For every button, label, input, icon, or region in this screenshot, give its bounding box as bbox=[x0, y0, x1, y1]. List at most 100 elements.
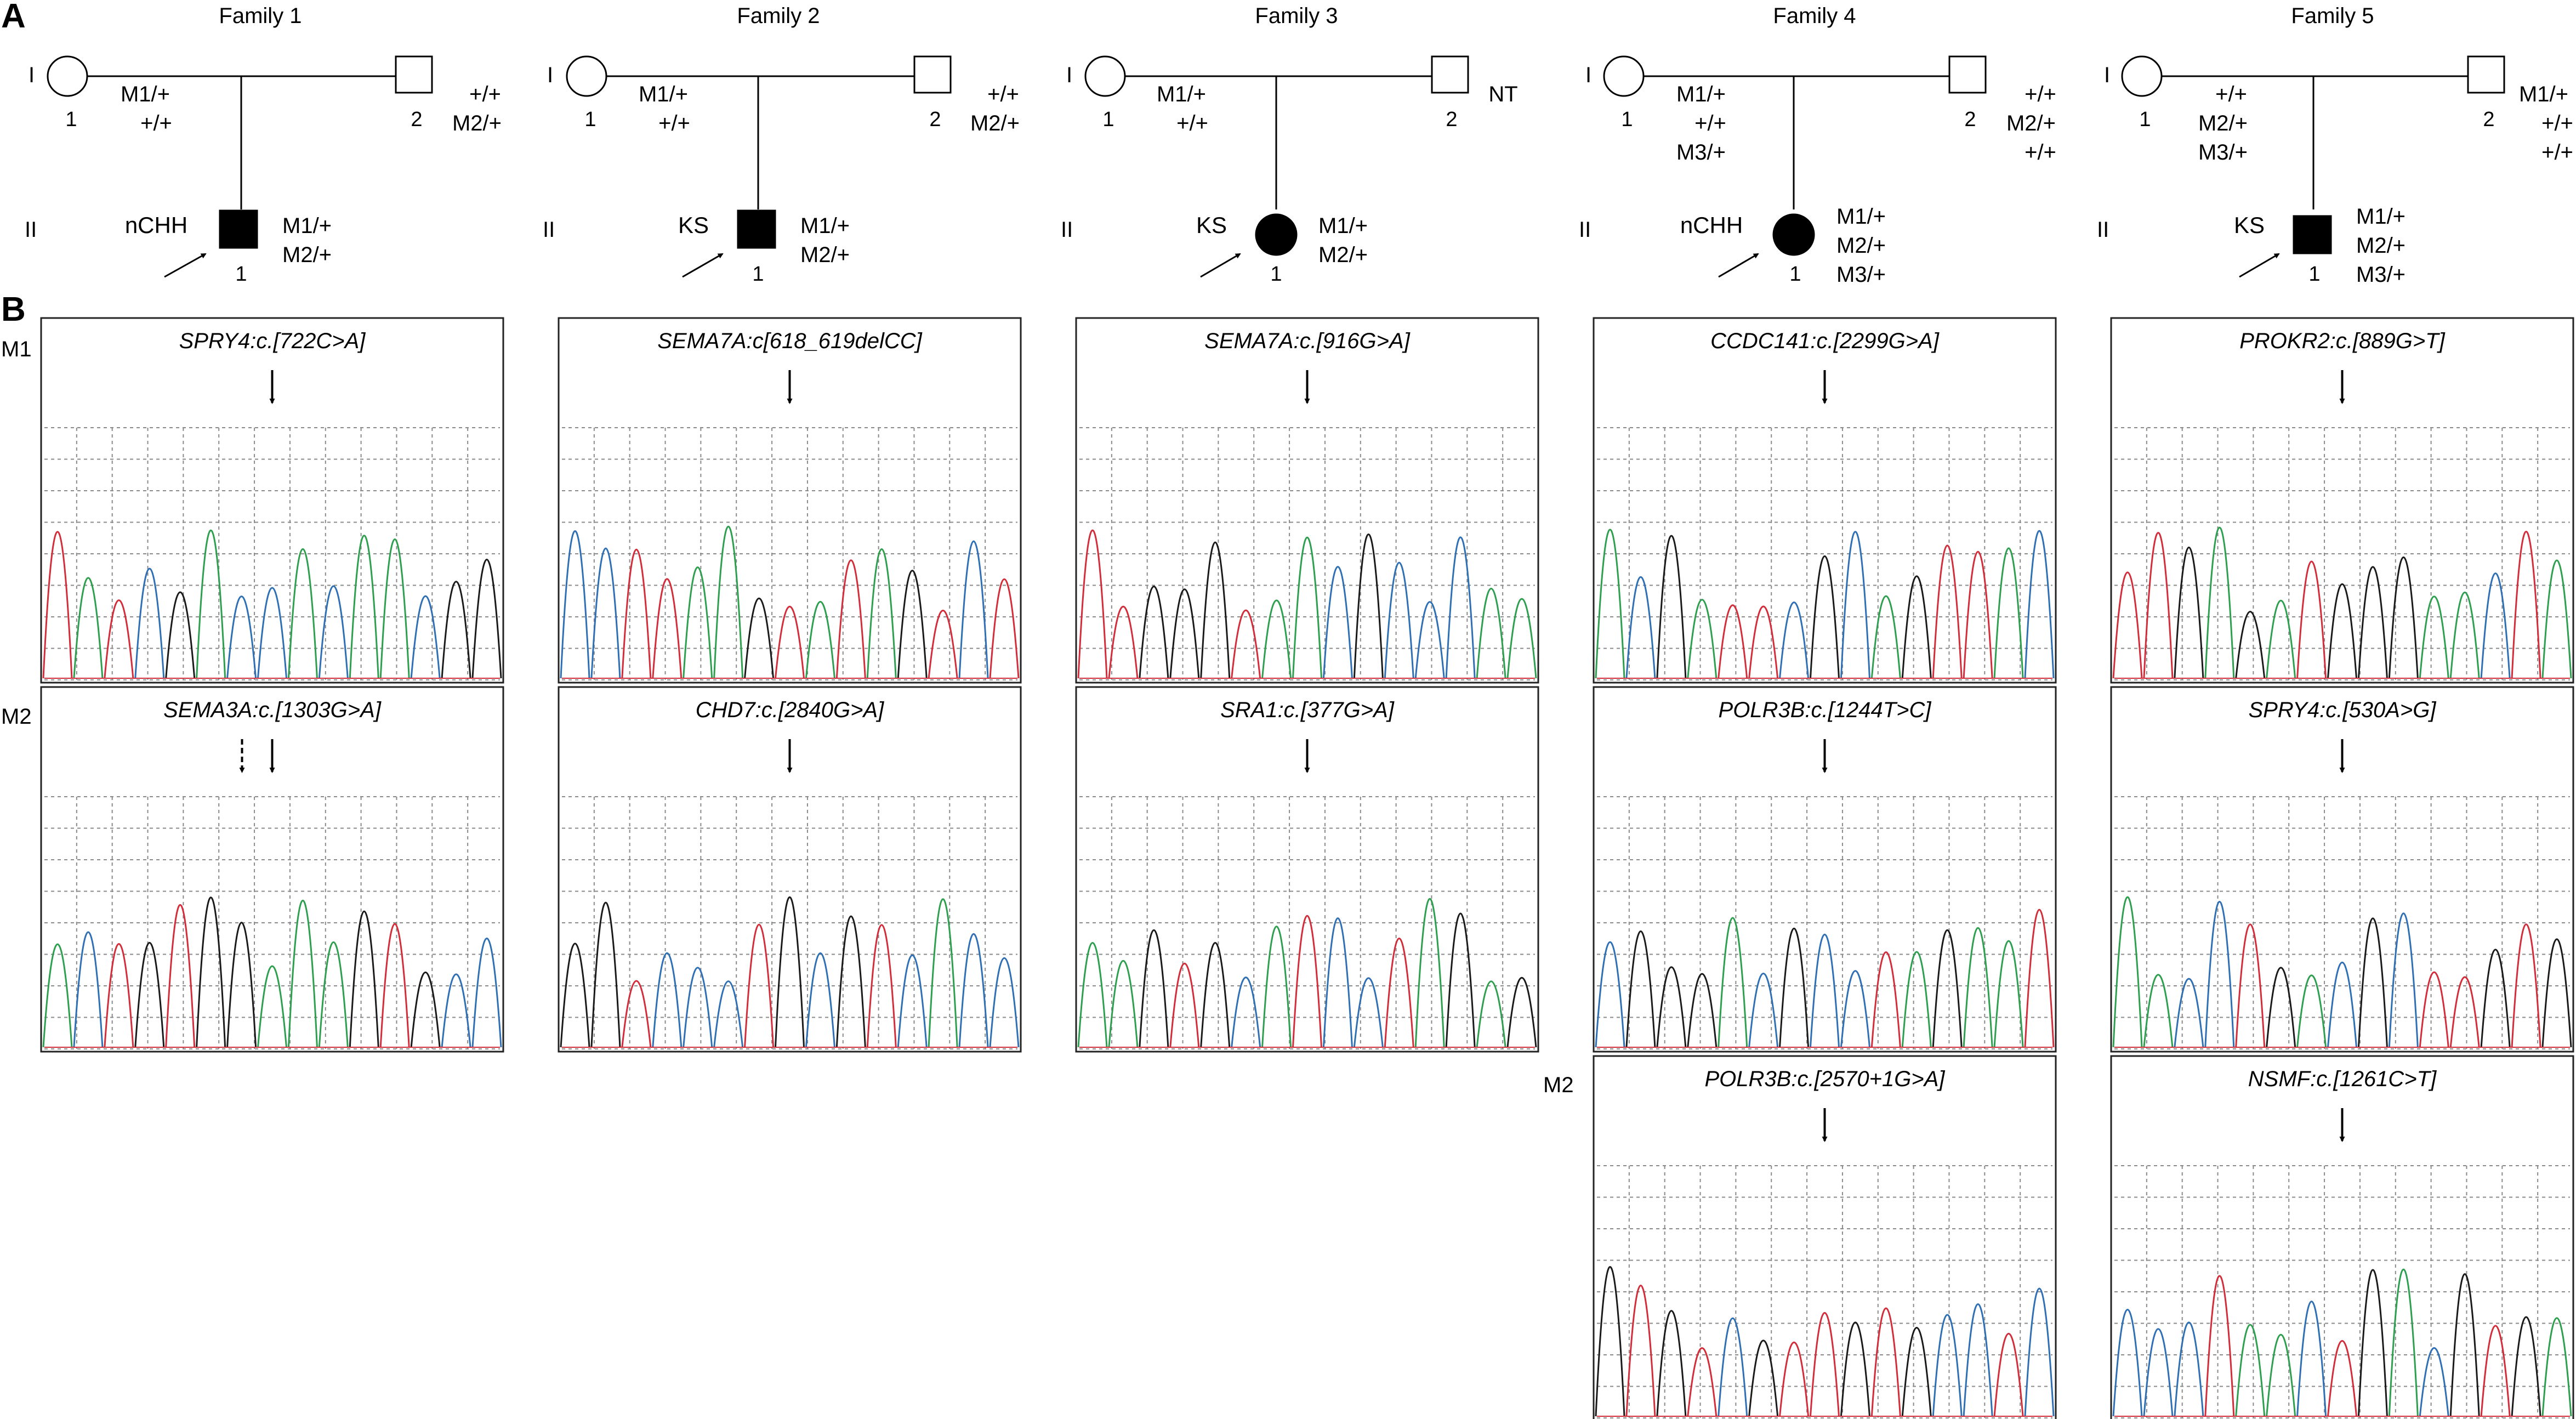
trace-peak bbox=[2449, 976, 2480, 1048]
trace-peak bbox=[1200, 942, 1231, 1048]
trace-peak bbox=[1656, 1310, 1687, 1417]
trace-peak bbox=[1870, 951, 1901, 1048]
mother-genotype-1: NT bbox=[1488, 82, 1517, 106]
trace-peak bbox=[2480, 1325, 2511, 1417]
trace-peak bbox=[958, 540, 989, 679]
trace-peak bbox=[2266, 967, 2296, 1048]
mother-number: 2 bbox=[1446, 108, 1457, 131]
trace-peak bbox=[2143, 974, 2174, 1048]
trace-peak bbox=[2419, 595, 2449, 679]
mother-symbol bbox=[2467, 55, 2505, 94]
trace-peak bbox=[257, 966, 287, 1048]
trace-peak bbox=[1656, 535, 1687, 679]
proband-symbol bbox=[219, 209, 258, 249]
trace-peak bbox=[1384, 561, 1414, 679]
pedigree-family-4: Family 4 I II 1 2 M1/+ +/+ M3/+ +/+ M2/+… bbox=[1579, 4, 2056, 287]
trace-peak bbox=[1840, 1321, 1870, 1417]
generation-i-label: I bbox=[1066, 63, 1072, 87]
trace-peak bbox=[1718, 917, 1748, 1048]
trace-peak bbox=[1108, 605, 1139, 679]
variant-label: SEMA7A:c[618_619delCC] bbox=[657, 329, 922, 353]
trace-peak bbox=[287, 899, 318, 1048]
proband-phenotype: nCHH bbox=[125, 212, 187, 238]
trace-peak bbox=[621, 548, 652, 679]
trace-peak bbox=[2112, 571, 2143, 679]
trace-peak bbox=[1506, 598, 1537, 679]
trace-peak bbox=[1810, 933, 1840, 1048]
father-symbol bbox=[47, 55, 88, 97]
trace-peak bbox=[318, 585, 349, 679]
proband-phenotype: nCHH bbox=[1680, 212, 1743, 238]
trace-peak bbox=[1901, 575, 1932, 679]
trace-peak bbox=[2511, 1316, 2541, 1417]
trace-peak bbox=[2541, 559, 2572, 679]
trace-peak bbox=[287, 548, 318, 679]
chromatogram-panel: SEMA7A:c.[916G>A] bbox=[1075, 317, 1539, 684]
trace-peak bbox=[2357, 1269, 2388, 1417]
generation-i-label: I bbox=[1585, 63, 1591, 87]
trace-peak bbox=[1108, 960, 1139, 1048]
trace-peak bbox=[2024, 909, 2055, 1048]
trace-peak bbox=[835, 915, 866, 1048]
trace-peak bbox=[2266, 599, 2296, 679]
trace-peak bbox=[73, 931, 104, 1048]
father-number: 1 bbox=[1102, 108, 1114, 131]
mother-symbol bbox=[1431, 55, 1469, 94]
row-label-m2-extra: M2 bbox=[1543, 1073, 1574, 1097]
trace-peak bbox=[2296, 560, 2327, 679]
mother-genotype-1: +/+ bbox=[987, 82, 1019, 106]
variant-label: SEMA3A:c.[1303G>A] bbox=[163, 698, 382, 722]
trace-peak bbox=[1870, 1307, 1901, 1417]
trace-peak bbox=[2388, 557, 2419, 679]
trace-peak bbox=[410, 595, 441, 679]
mother-genotype-3: +/+ bbox=[2025, 140, 2056, 164]
trace-peak bbox=[1718, 604, 1748, 679]
proband-number: 1 bbox=[235, 263, 247, 286]
proband-genotype-2: M2/+ bbox=[2356, 234, 2406, 258]
variant-label: SPRY4:c.[722C>A] bbox=[179, 329, 366, 353]
family-title: Family 4 bbox=[1773, 4, 1856, 28]
trace-peak bbox=[652, 952, 683, 1048]
trace-peak bbox=[652, 578, 683, 679]
proband-number: 1 bbox=[1789, 263, 1801, 286]
family-title: Family 3 bbox=[1255, 4, 1338, 28]
trace-peak bbox=[1077, 529, 1108, 679]
trace-peak bbox=[1810, 555, 1840, 679]
trace-peak bbox=[2143, 532, 2174, 679]
father-genotype-3: M3/+ bbox=[1676, 140, 1726, 164]
generation-i-label: I bbox=[547, 63, 553, 87]
trace-peak bbox=[2204, 526, 2235, 679]
trace-peak bbox=[928, 610, 958, 679]
trace-peak bbox=[349, 535, 379, 679]
generation-ii-label: II bbox=[1579, 218, 1591, 242]
trace-peak bbox=[2327, 962, 2357, 1048]
mother-genotype-3: +/+ bbox=[2541, 140, 2573, 164]
trace-peak bbox=[1963, 1303, 1993, 1417]
father-genotype-3: M3/+ bbox=[2198, 140, 2248, 164]
pedigree-family-5: Family 5 I II 1 2 +/+ M2/+ M3/+ M1/+ +/+… bbox=[2097, 4, 2573, 287]
trace-peak bbox=[1993, 940, 2024, 1048]
mother-genotype-2: +/+ bbox=[2541, 111, 2573, 135]
trace-peak bbox=[2024, 1287, 2055, 1417]
trace-peak bbox=[1932, 544, 1963, 679]
chromatogram-panel: CHD7:c.[2840G>A] bbox=[558, 686, 1022, 1053]
trace-peak bbox=[2204, 901, 2235, 1048]
trace-peak bbox=[379, 538, 410, 679]
trace-peak bbox=[104, 943, 134, 1048]
trace-peak bbox=[805, 600, 835, 679]
trace-peak bbox=[1414, 898, 1445, 1048]
trace-peak bbox=[2112, 1308, 2143, 1417]
trace-peak bbox=[1718, 1318, 1748, 1417]
trace-peak bbox=[471, 937, 502, 1048]
trace-peak bbox=[1748, 1339, 1779, 1417]
trace-peak bbox=[897, 570, 928, 679]
trace-peak bbox=[1322, 566, 1353, 679]
trace-peak bbox=[683, 967, 713, 1048]
mother-genotype-1: M1/+ bbox=[2519, 82, 2568, 106]
trace-peak bbox=[2357, 917, 2388, 1048]
variant-label: SEMA7A:c.[916G>A] bbox=[1204, 329, 1411, 353]
trace-peak bbox=[2449, 592, 2480, 679]
father-number: 1 bbox=[1621, 108, 1633, 131]
trace-peak bbox=[1993, 547, 2024, 679]
trace-peak bbox=[744, 924, 775, 1048]
